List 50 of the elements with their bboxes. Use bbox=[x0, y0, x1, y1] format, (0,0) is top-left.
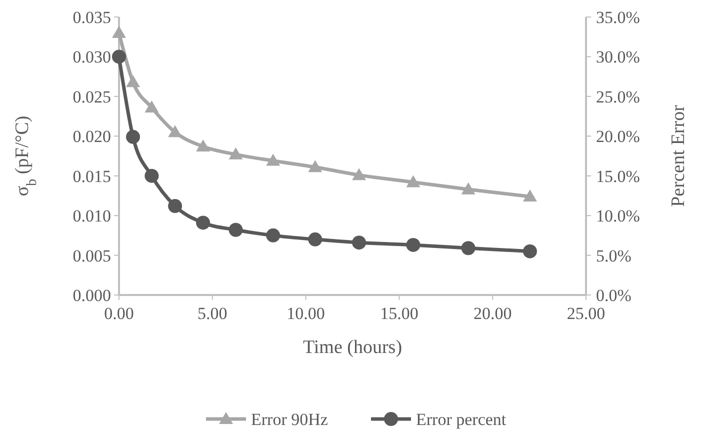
point bbox=[308, 232, 322, 246]
point bbox=[406, 175, 420, 188]
point bbox=[308, 160, 322, 172]
point bbox=[406, 238, 420, 252]
point bbox=[522, 244, 537, 258]
y2-tick-label: 25.0% bbox=[596, 87, 640, 106]
y-tick-label: 0.005 bbox=[72, 246, 111, 266]
y-tick-label: 0.000 bbox=[72, 286, 111, 305]
point bbox=[266, 228, 280, 242]
point bbox=[112, 50, 126, 64]
point bbox=[196, 139, 210, 152]
point bbox=[126, 130, 140, 144]
y-tick-label: 0.030 bbox=[72, 48, 111, 67]
y2-tick-label: 0.0% bbox=[596, 286, 632, 305]
point bbox=[112, 26, 126, 38]
point bbox=[522, 190, 537, 202]
point bbox=[461, 241, 476, 256]
point bbox=[266, 154, 280, 166]
y-tick-label: 0.010 bbox=[72, 206, 111, 226]
legend-label: Error 90Hz bbox=[251, 410, 328, 429]
y2-tick-label: 15.0% bbox=[596, 166, 640, 186]
x-tick-label: 5.00 bbox=[198, 304, 228, 323]
y-tick-label: 0.025 bbox=[72, 87, 111, 106]
point bbox=[196, 216, 210, 230]
y2-tick-label: 30.0% bbox=[596, 48, 640, 67]
point bbox=[228, 222, 243, 237]
point bbox=[168, 125, 182, 138]
x-tick-label: 0.00 bbox=[104, 304, 134, 323]
x-tick-label: 10.00 bbox=[286, 304, 325, 323]
point bbox=[352, 236, 366, 250]
y2-tick-label: 20.0% bbox=[596, 127, 640, 146]
legend-label: Error percent bbox=[416, 410, 506, 429]
y-tick-label: 0.020 bbox=[72, 127, 111, 146]
x-tick-label: 20.00 bbox=[473, 304, 512, 323]
y-tick-label: 0.015 bbox=[72, 166, 111, 186]
y2-tick-label: 35.0% bbox=[596, 8, 640, 27]
y-tick-label: 0.035 bbox=[72, 8, 111, 27]
y2-axis-title: Percent Error bbox=[668, 104, 689, 207]
point bbox=[352, 168, 366, 180]
point bbox=[144, 100, 159, 113]
point bbox=[461, 182, 476, 194]
point bbox=[228, 147, 243, 160]
y2-tick-label: 5.0% bbox=[596, 246, 632, 266]
point bbox=[144, 168, 159, 183]
point bbox=[126, 75, 140, 88]
x-tick-label: 15.00 bbox=[380, 304, 418, 323]
x-tick-label: 25.00 bbox=[566, 304, 606, 323]
x-axis-title: Time (hours) bbox=[302, 337, 402, 358]
point bbox=[168, 199, 182, 214]
y2-tick-label: 10.0% bbox=[596, 206, 640, 226]
